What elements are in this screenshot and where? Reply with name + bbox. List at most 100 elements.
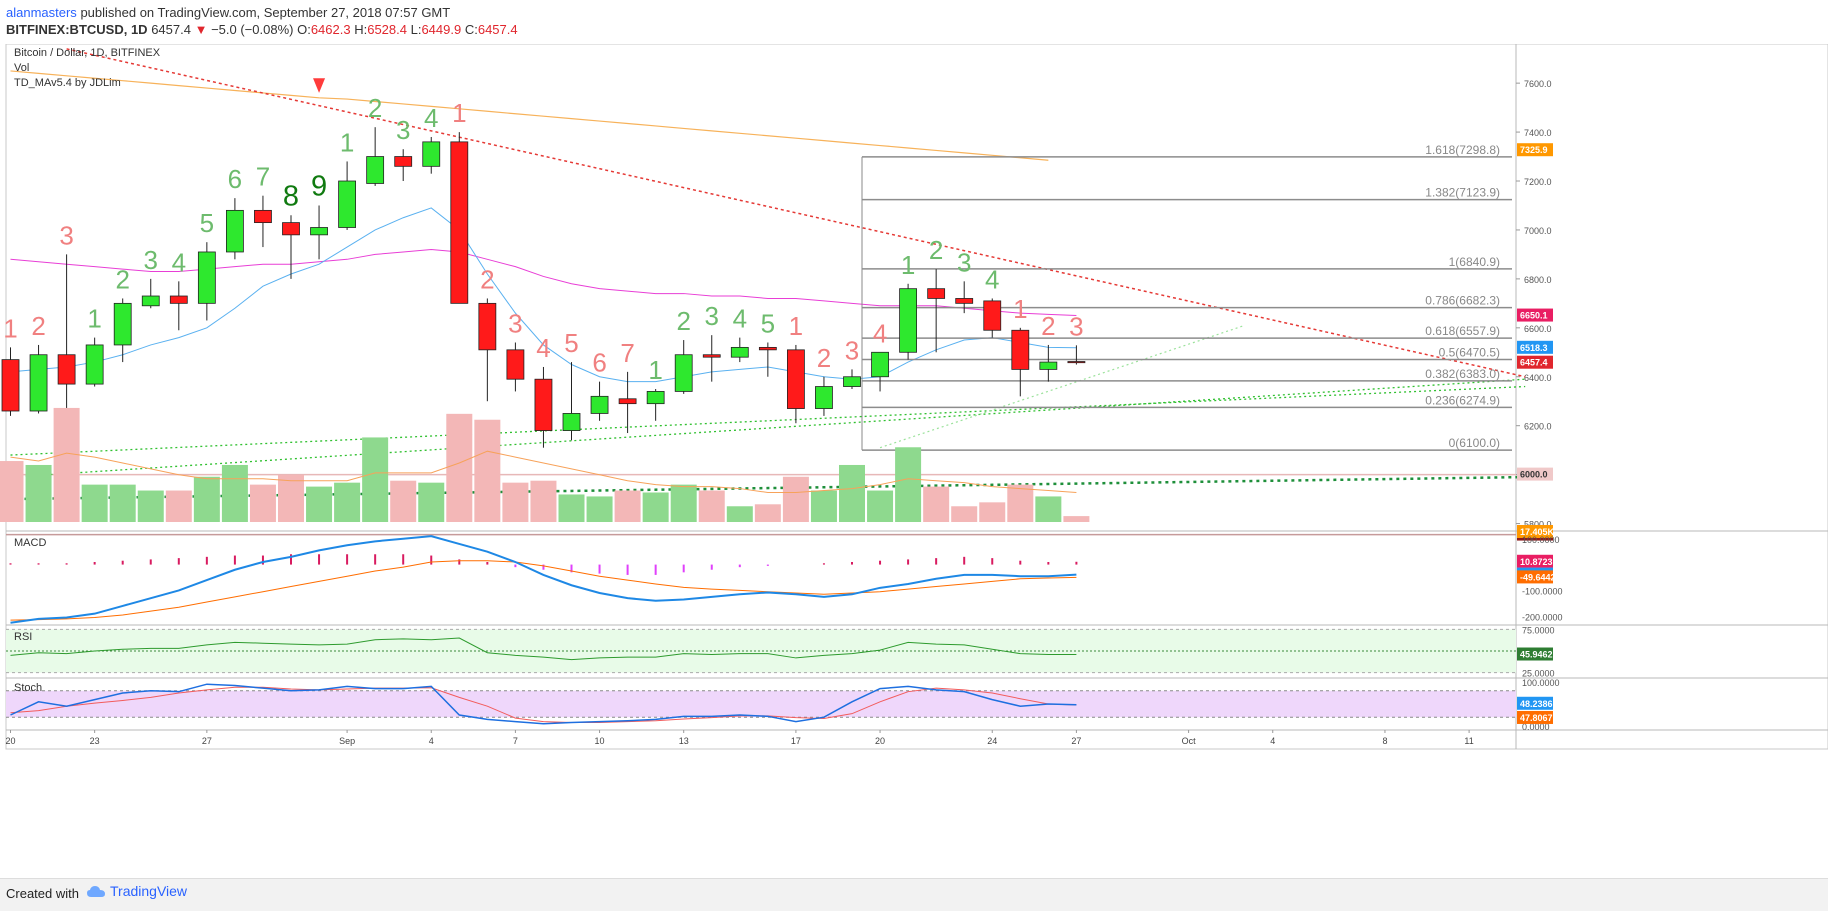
stoch-title: Stoch bbox=[14, 682, 42, 694]
candle-body bbox=[843, 376, 861, 387]
fib-level-label: 1.382(7123.9) bbox=[1425, 186, 1500, 200]
price-axis-label: 6457.4 bbox=[1520, 358, 1548, 368]
price-tick-label: 5800.0 bbox=[1524, 520, 1552, 530]
candle-body bbox=[983, 300, 1002, 331]
volume-bar bbox=[306, 486, 333, 522]
volume-bar bbox=[614, 490, 641, 522]
td-count-label: 2 bbox=[817, 343, 831, 373]
date-tick-label: 11 bbox=[1464, 736, 1473, 746]
volume-bar bbox=[193, 476, 220, 522]
price-tick-label: 6400.0 bbox=[1524, 373, 1552, 383]
stoch-value-label-box bbox=[1517, 696, 1553, 710]
price-tick-label: 7600.0 bbox=[1524, 79, 1552, 89]
macd-value-label-box bbox=[1517, 554, 1553, 568]
td-count-label: 4 bbox=[536, 333, 550, 363]
volume-bar bbox=[1007, 484, 1034, 522]
macd-tick-label: -100.0000 bbox=[1522, 586, 1563, 596]
td-count-label: 6 bbox=[592, 348, 606, 378]
stoch-value-label-box bbox=[1517, 710, 1553, 724]
td-count-label: 1 bbox=[452, 98, 466, 128]
author-link[interactable]: alanmasters bbox=[6, 5, 77, 20]
volume-bar bbox=[530, 480, 557, 522]
volume-bar bbox=[25, 464, 52, 522]
macd-tick-label: -200.0000 bbox=[1522, 612, 1563, 622]
volume-bar bbox=[839, 464, 865, 522]
volume-bar bbox=[362, 437, 389, 522]
stoch-value-label: 47.8067 bbox=[1520, 713, 1553, 723]
date-tick-label: 4 bbox=[1270, 736, 1275, 746]
candle-body bbox=[1039, 361, 1058, 370]
candle-body bbox=[534, 378, 553, 431]
candle-body bbox=[113, 302, 132, 346]
price-axis-label-box bbox=[1517, 340, 1553, 354]
date-tick-label: 8 bbox=[1382, 736, 1387, 746]
fib-level-label: 0.618(6557.9) bbox=[1425, 324, 1500, 338]
volume-bar bbox=[782, 476, 809, 522]
td-count-label: 3 bbox=[705, 301, 719, 331]
last-price: 6457.4 bbox=[151, 22, 191, 37]
td-count-label: 4 bbox=[873, 318, 887, 348]
volume-bar bbox=[334, 482, 361, 522]
stoch-value-label: 48.2386 bbox=[1520, 699, 1553, 709]
date-tick-label: 27 bbox=[202, 736, 212, 746]
volume-bar bbox=[670, 484, 697, 522]
candle-body bbox=[57, 354, 76, 385]
td-count-label: 4 bbox=[985, 264, 999, 294]
high-label: H: bbox=[354, 22, 368, 37]
volume-bar bbox=[278, 474, 304, 522]
stoch-k-line bbox=[10, 683, 1077, 725]
open-label: O: bbox=[297, 22, 311, 37]
td-count-label: 3 bbox=[396, 115, 410, 145]
candle-body bbox=[1011, 329, 1030, 370]
stoch-d-line bbox=[10, 686, 1077, 723]
td-count-label: 4 bbox=[733, 304, 747, 334]
close-label: C: bbox=[464, 22, 478, 37]
volume-bar bbox=[221, 464, 248, 522]
price-change: −5.0 (−0.08%) bbox=[211, 22, 294, 37]
chart-canvas[interactable]: 5800.0 6000.0 6200.0 6400.0 6600.0 6800.0 7000… bbox=[0, 44, 1828, 878]
volume-bar bbox=[165, 490, 192, 522]
td-count-label: 5 bbox=[564, 328, 578, 358]
candle-body bbox=[927, 288, 946, 299]
candle-body bbox=[618, 398, 637, 405]
volume-bar bbox=[642, 492, 669, 522]
candle-body bbox=[254, 209, 272, 224]
price-axis-label-box bbox=[1517, 143, 1553, 157]
candle-body bbox=[646, 391, 665, 405]
date-tick-label: Sep bbox=[339, 736, 355, 746]
td-count-label: 6 bbox=[228, 164, 242, 194]
footer-bar: Created with TradingView bbox=[0, 878, 1828, 911]
ma-mid-line bbox=[10, 249, 1077, 317]
macd-line bbox=[10, 535, 1077, 624]
low-label: L: bbox=[410, 22, 422, 37]
legend-entry: Bitcoin / Dollar, 1D, BITFINEX bbox=[14, 47, 161, 59]
rsi-line bbox=[10, 637, 1077, 661]
date-tick-label: 17 bbox=[791, 736, 801, 746]
volume-bar bbox=[754, 504, 781, 522]
published-text: published on TradingView.com, September … bbox=[80, 5, 451, 20]
ma-slow-line bbox=[10, 70, 1049, 161]
td-count-label: 1 bbox=[1013, 294, 1027, 324]
td-count-label: 2 bbox=[1041, 311, 1055, 341]
volume-axis-label-box bbox=[1517, 525, 1553, 538]
candle-body bbox=[730, 346, 749, 358]
sell-signal-arrow-icon bbox=[313, 78, 326, 93]
date-tick-label: 4 bbox=[429, 736, 434, 746]
symbol-line: BITFINEX:BTCUSD, 1D 6457.4 ▼ −5.0 (−0.08… bbox=[6, 22, 518, 37]
candle-body bbox=[562, 413, 581, 431]
macd-value-label-box bbox=[1517, 570, 1553, 584]
macd-value-label: 10.8723 bbox=[1520, 557, 1553, 567]
date-tick-label: 10 bbox=[595, 736, 605, 746]
candle-body bbox=[366, 156, 385, 184]
candle-body bbox=[394, 156, 413, 167]
rsi-value-label-box bbox=[1517, 647, 1553, 661]
price-tick-label: 6200.0 bbox=[1524, 422, 1552, 432]
candle-body bbox=[815, 386, 833, 409]
volume-bar bbox=[951, 506, 978, 522]
td-count-label: 2 bbox=[676, 306, 690, 336]
td-count-label: 1 bbox=[789, 311, 803, 341]
candle-body bbox=[758, 346, 777, 351]
td-count-label: 1 bbox=[901, 250, 915, 280]
candle-body bbox=[871, 351, 889, 378]
tradingview-brand[interactable]: TradingView bbox=[86, 883, 187, 899]
